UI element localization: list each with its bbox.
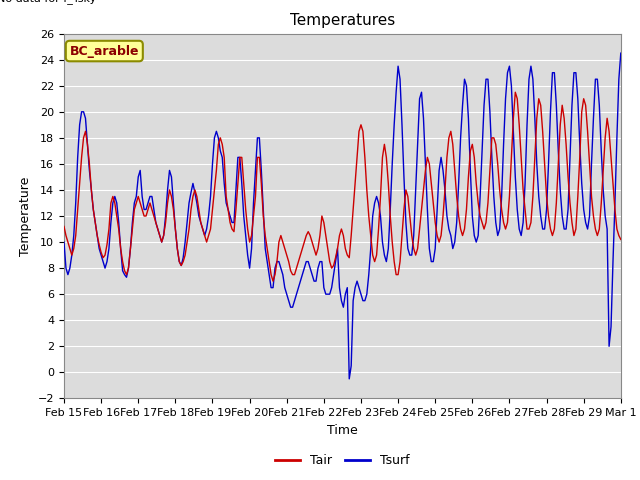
Legend: Tair, Tsurf: Tair, Tsurf: [270, 449, 415, 472]
Title: Temperatures: Temperatures: [290, 13, 395, 28]
Y-axis label: Temperature: Temperature: [19, 176, 32, 256]
X-axis label: Time: Time: [327, 424, 358, 437]
Text: BC_arable: BC_arable: [70, 45, 139, 58]
Text: No data for f_Tsky: No data for f_Tsky: [0, 0, 97, 4]
